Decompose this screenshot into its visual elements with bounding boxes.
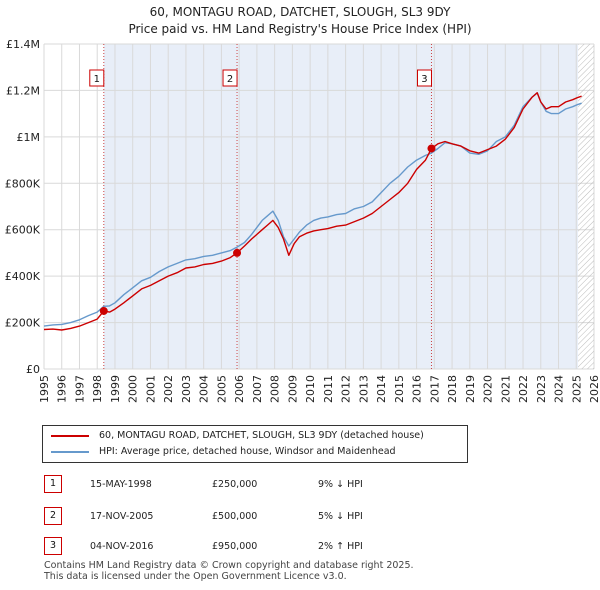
transaction-badge: 1 — [89, 69, 105, 87]
x-tick-label: 2024 — [553, 375, 566, 403]
row-hpi-diff: 2% ↑ HPI — [318, 541, 363, 552]
transaction-point — [233, 248, 242, 257]
x-tick-label: 1997 — [73, 375, 86, 403]
x-tick-label: 2000 — [127, 375, 140, 403]
transaction-badge: 2 — [222, 69, 238, 87]
row-hpi-diff: 5% ↓ HPI — [318, 511, 363, 522]
x-tick-label: 2006 — [233, 375, 246, 403]
transaction-point — [99, 306, 108, 315]
badge-label: 1 — [94, 74, 100, 85]
row-price: £250,000 — [212, 479, 258, 490]
chart-legend: 60, MONTAGU ROAD, DATCHET, SLOUGH, SL3 9… — [42, 425, 468, 463]
y-tick-label: £1.2M — [6, 84, 40, 97]
row-price: £950,000 — [212, 541, 258, 552]
chart-title-line: 60, MONTAGU ROAD, DATCHET, SLOUGH, SL3 9… — [149, 5, 451, 19]
badge-box — [89, 69, 105, 87]
y-tick-label: £1.4M — [6, 38, 40, 51]
row-price: £500,000 — [212, 511, 258, 522]
x-tick-label: 1996 — [56, 375, 69, 403]
hpi-line — [43, 92, 582, 327]
x-tick-label: 2002 — [162, 375, 175, 403]
x-tick-label: 2009 — [286, 375, 299, 403]
x-tick-label: 2018 — [446, 375, 459, 403]
row-hpi-diff: 9% ↓ HPI — [318, 479, 363, 490]
x-tick-label: 2021 — [499, 375, 512, 403]
row-date: 17-NOV-2005 — [90, 511, 154, 522]
transaction-badges: 1 2 3 — [89, 69, 432, 87]
x-axis-ticks: 1995 1996 1997 1998 1999 2000 2001 2002 2003 2004… — [38, 375, 600, 403]
x-tick-label: 2012 — [340, 375, 353, 403]
future-hatch — [578, 44, 594, 369]
ownership-band — [103, 44, 238, 369]
footer: Contains HM Land Registry data © Crown c… — [44, 560, 594, 582]
y-tick-label: £600K — [5, 224, 41, 237]
chart-title: 60, MONTAGU ROAD, DATCHET, SLOUGH, SL3 9… — [0, 4, 600, 38]
legend-label-property: 60, MONTAGU ROAD, DATCHET, SLOUGH, SL3 9… — [99, 430, 424, 441]
x-tick-label: 2003 — [180, 375, 193, 403]
x-tick-label: 2014 — [375, 375, 388, 403]
transaction-points — [99, 144, 436, 315]
x-tick-label: 2013 — [357, 375, 370, 403]
x-tick-label: 2015 — [393, 375, 406, 403]
x-tick-label: 2005 — [215, 375, 228, 403]
y-tick-label: £400K — [5, 270, 41, 283]
row-number-badge: 2 — [44, 507, 62, 525]
future-hatch-area — [578, 44, 594, 369]
ownership-band — [237, 44, 432, 369]
footer-copyright: Contains HM Land Registry data © Crown c… — [44, 560, 414, 571]
badge-box — [416, 69, 432, 87]
badge-label: 2 — [227, 74, 233, 85]
x-tick-label: 2007 — [251, 375, 264, 403]
property-price-line — [43, 92, 582, 331]
badge-label: 3 — [421, 74, 427, 85]
x-tick-label: 2025 — [570, 375, 583, 403]
x-tick-label: 2020 — [482, 375, 495, 403]
legend-swatch-hpi — [51, 451, 89, 453]
x-tick-label: 2001 — [144, 375, 157, 403]
row-date: 04-NOV-2016 — [90, 541, 154, 552]
chart-subtitle: Price paid vs. HM Land Registry's House … — [128, 22, 472, 36]
legend-label-hpi: HPI: Average price, detached house, Wind… — [99, 446, 396, 457]
legend-swatch-property — [51, 435, 89, 437]
x-tick-label: 1998 — [91, 375, 104, 403]
series-lines — [43, 92, 582, 331]
x-tick-label: 2023 — [535, 375, 548, 403]
footer-license: This data is licensed under the Open Gov… — [44, 571, 347, 582]
x-tick-label: 2022 — [517, 375, 530, 403]
transaction-badge: 3 — [416, 69, 432, 87]
x-tick-label: 2008 — [269, 375, 282, 403]
transaction-point — [427, 144, 436, 153]
x-tick-label: 2010 — [304, 375, 317, 403]
row-number-badge: 1 — [44, 475, 62, 493]
x-tick-label: 2004 — [198, 375, 211, 403]
transaction-bands — [44, 44, 594, 369]
row-date: 15-MAY-1998 — [90, 479, 152, 490]
x-tick-label: 2016 — [411, 375, 424, 403]
y-tick-label: £1M — [17, 131, 41, 144]
y-axis-ticks: £0 £200K £400K £600K £800K £1M £1.2M £1.4M — [5, 38, 41, 376]
x-tick-label: 2019 — [464, 375, 477, 403]
y-tick-label: £200K — [5, 317, 41, 330]
badge-box — [222, 69, 238, 87]
x-tick-label: 1999 — [109, 375, 122, 403]
x-tick-label: 2011 — [322, 375, 335, 403]
x-tick-label: 2026 — [588, 375, 600, 403]
ownership-band — [431, 44, 579, 369]
y-tick-label: £0 — [26, 363, 40, 376]
row-number-badge: 3 — [44, 537, 62, 555]
y-tick-label: £800K — [5, 177, 41, 190]
x-tick-label: 2017 — [428, 375, 441, 403]
x-tick-label: 1995 — [38, 375, 51, 403]
